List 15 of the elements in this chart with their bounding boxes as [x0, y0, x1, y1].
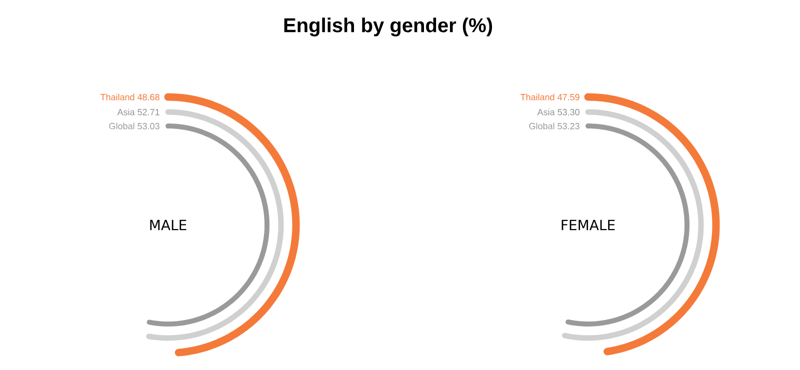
data-label: 53.03 [138, 122, 160, 130]
category-label: Thailand [520, 94, 554, 100]
category-label: Global [109, 122, 134, 130]
category-label: Global [529, 122, 554, 130]
data-label: 48.68 [137, 94, 160, 100]
data-label: 53.23 [558, 122, 580, 130]
text: FEMALE [562, 220, 615, 230]
text: MALE [150, 220, 186, 230]
text: English by gender (%) [284, 18, 492, 36]
category-label: Asia [537, 108, 555, 116]
category-label: Thailand [100, 94, 134, 100]
data-label: 53.30 [558, 108, 580, 116]
data-label: 47.59 [557, 94, 580, 100]
data-label: 52.71 [138, 108, 160, 116]
category-label: Asia [117, 108, 135, 116]
